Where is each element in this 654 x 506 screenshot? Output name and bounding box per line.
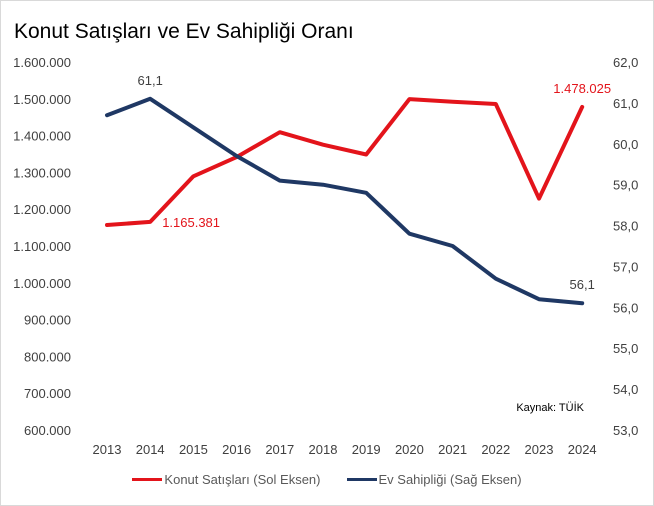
x-tick-label: 2014 — [136, 442, 165, 457]
legend-swatch-red — [132, 478, 163, 481]
right-axis-ticks: 53,0 54,0 55,0 56,0 57,0 58,0 59,0 60,0 61,0 62,0 — [613, 55, 638, 438]
left-tick-label: 1.000.000 — [13, 276, 71, 291]
left-tick-label: 700.000 — [24, 386, 71, 401]
x-tick-label: 2018 — [309, 442, 338, 457]
x-tick-label: 2023 — [525, 442, 554, 457]
x-tick-label: 2019 — [352, 442, 381, 457]
x-axis-ticks: 2013 2014 2015 2016 2017 2018 2019 2020 2021 2022… — [93, 442, 597, 457]
left-tick-label: 800.000 — [24, 349, 71, 364]
x-tick-label: 2021 — [438, 442, 467, 457]
left-tick-label: 1.400.000 — [13, 129, 71, 144]
legend-label-konut-satislari: Konut Satışları (Sol Eksen) — [164, 472, 321, 487]
left-tick-label: 1.600.000 — [13, 55, 71, 70]
right-tick-label: 61,0 — [613, 96, 638, 111]
x-tick-label: 2013 — [93, 442, 122, 457]
right-tick-label: 62,0 — [613, 55, 638, 70]
data-label: 1.165.381 — [162, 215, 220, 230]
legend-item-konut-satislari: Konut Satışları (Sol Eksen) — [132, 472, 321, 487]
data-label: 61,1 — [138, 73, 163, 88]
series-line-konut-satislari — [105, 97, 585, 227]
right-tick-label: 60,0 — [613, 137, 638, 152]
right-tick-label: 55,0 — [613, 341, 638, 356]
right-tick-label: 53,0 — [613, 423, 638, 438]
left-axis-ticks: 600.000 700.000 800.000 900.000 1.000.000 1.1… — [13, 55, 71, 438]
right-tick-label: 56,0 — [613, 300, 638, 315]
legend-item-ev-sahipligi: Ev Sahipliği (Sağ Eksen) — [346, 472, 522, 487]
x-tick-label: 2017 — [265, 442, 294, 457]
left-tick-label: 1.500.000 — [13, 92, 71, 107]
left-tick-label: 900.000 — [24, 313, 71, 328]
legend: Konut Satışları (Sol Eksen) Ev Sahipliği… — [0, 472, 654, 487]
legend-label-ev-sahipligi: Ev Sahipliği (Sağ Eksen) — [378, 472, 522, 487]
left-tick-label: 1.200.000 — [13, 202, 71, 217]
data-label: 56,1 — [570, 277, 595, 292]
right-tick-label: 59,0 — [613, 178, 638, 193]
series-line-ev-sahipligi — [105, 96, 585, 306]
legend-swatch-blue — [346, 478, 377, 481]
left-tick-label: 600.000 — [24, 423, 71, 438]
data-labels: 1.165.381 1.478.025 61,1 56,1 — [138, 73, 612, 292]
data-label: 1.478.025 — [553, 81, 611, 96]
chart-title: Konut Satışları ve Ev Sahipliği Oranı — [14, 20, 354, 43]
x-tick-label: 2015 — [179, 442, 208, 457]
left-tick-label: 1.300.000 — [13, 165, 71, 180]
x-tick-label: 2022 — [481, 442, 510, 457]
series-lines — [105, 96, 585, 306]
x-tick-label: 2020 — [395, 442, 424, 457]
x-tick-label: 2016 — [222, 442, 251, 457]
source-note: Kaynak: TÜİK — [516, 401, 584, 414]
right-tick-label: 57,0 — [613, 259, 638, 274]
left-tick-label: 1.100.000 — [13, 239, 71, 254]
x-tick-label: 2024 — [568, 442, 597, 457]
right-tick-label: 58,0 — [613, 219, 638, 234]
right-tick-label: 54,0 — [613, 382, 638, 397]
